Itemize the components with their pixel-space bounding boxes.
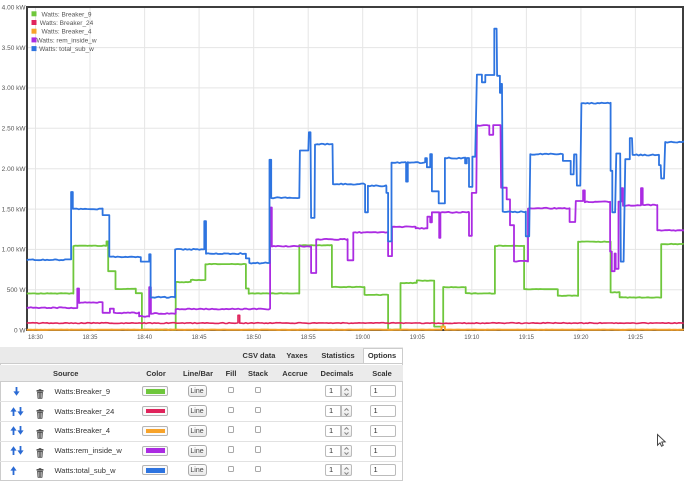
svg-text:19:25: 19:25: [628, 335, 644, 341]
svg-text:Watts: rem_inside_w: Watts: rem_inside_w: [36, 37, 96, 44]
svg-text:19:00: 19:00: [355, 335, 371, 341]
svg-text:18:50: 18:50: [246, 335, 262, 341]
svg-text:19:15: 19:15: [519, 335, 535, 341]
svg-text:2.50 kW: 2.50 kW: [2, 126, 27, 133]
svg-text:Watts: total_sub_w: Watts: total_sub_w: [39, 46, 94, 53]
svg-text:500 W: 500 W: [7, 287, 27, 294]
svg-text:3.50 kW: 3.50 kW: [2, 45, 27, 52]
svg-text:Watts: Breaker_4: Watts: Breaker_4: [42, 29, 92, 36]
svg-text:18:40: 18:40: [137, 335, 153, 341]
svg-text:1.00 kW: 1.00 kW: [2, 247, 27, 254]
svg-text:19:20: 19:20: [573, 335, 589, 341]
svg-text:18:55: 18:55: [301, 335, 317, 341]
svg-text:4.00 kW: 4.00 kW: [2, 4, 27, 11]
svg-text:18:35: 18:35: [82, 335, 98, 341]
svg-text:2.00 kW: 2.00 kW: [2, 166, 27, 173]
svg-text:Watts: Breaker_24: Watts: Breaker_24: [40, 20, 94, 27]
svg-text:18:30: 18:30: [28, 335, 44, 341]
svg-text:19:05: 19:05: [410, 335, 426, 341]
svg-text:0 W: 0 W: [14, 327, 26, 334]
svg-text:Watts: Breaker_9: Watts: Breaker_9: [42, 11, 92, 18]
svg-text:18:45: 18:45: [192, 335, 208, 341]
svg-text:3.00 kW: 3.00 kW: [2, 85, 27, 92]
svg-text:19:10: 19:10: [464, 335, 480, 341]
svg-text:1.50 kW: 1.50 kW: [2, 206, 27, 213]
